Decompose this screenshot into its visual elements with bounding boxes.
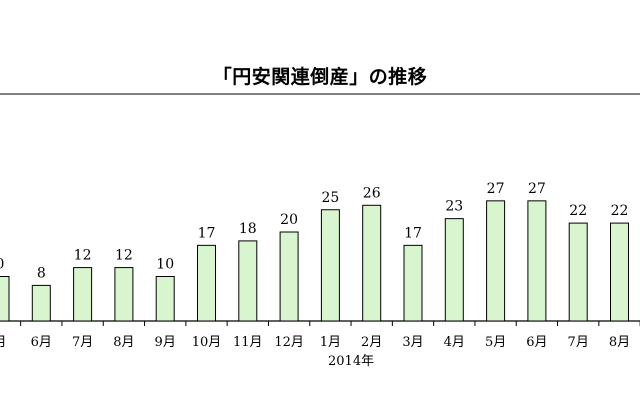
value-label: 27 xyxy=(487,181,505,197)
value-label: 0 xyxy=(0,257,4,273)
category-label: 10月 xyxy=(192,335,222,350)
bar xyxy=(362,204,382,322)
value-label: 12 xyxy=(74,248,92,264)
chart-title: 「円安関連倒産」の推移 xyxy=(212,66,428,88)
bars-layer xyxy=(0,200,629,322)
value-label: 25 xyxy=(321,190,339,206)
category-label: 2月 xyxy=(361,335,382,350)
bar xyxy=(155,276,175,322)
ticks-layer xyxy=(20,321,640,326)
category-label: 6月 xyxy=(526,335,547,350)
category-label: 11月 xyxy=(233,335,263,350)
category-label: 6月 xyxy=(31,335,52,350)
bar xyxy=(568,222,588,322)
bar xyxy=(73,267,93,322)
category-label: 8月 xyxy=(113,335,134,350)
category-label: 12月 xyxy=(274,335,304,350)
bar xyxy=(238,240,258,322)
labels-layer: 0 月 8 6月 12 7月 12 8月 10 9月 17 10月 18 11月 20 12月 25 1月 26 2月… xyxy=(0,181,630,369)
value-label: 27 xyxy=(528,181,546,197)
category-label: 月 xyxy=(0,335,7,350)
value-label: 18 xyxy=(239,221,257,237)
bar xyxy=(403,244,423,322)
value-label: 23 xyxy=(445,199,463,215)
bar xyxy=(610,222,629,322)
category-label: 1月 xyxy=(320,335,341,350)
bar xyxy=(114,267,134,322)
category-label: 7月 xyxy=(72,335,93,350)
category-label: 7月 xyxy=(568,335,589,350)
bar xyxy=(31,284,51,322)
year-label: 2014年 xyxy=(328,354,374,369)
value-label: 26 xyxy=(363,185,381,201)
bar xyxy=(320,209,340,322)
value-label: 22 xyxy=(611,203,629,219)
bar xyxy=(279,231,299,322)
bar xyxy=(0,276,10,322)
bar xyxy=(527,200,547,322)
category-label: 5月 xyxy=(485,335,506,350)
value-label: 12 xyxy=(115,248,133,264)
bar xyxy=(486,200,506,322)
value-label: 10 xyxy=(156,257,174,273)
value-label: 8 xyxy=(37,265,46,281)
category-label: 4月 xyxy=(444,335,465,350)
value-label: 17 xyxy=(404,225,422,241)
value-label: 22 xyxy=(569,203,587,219)
bar xyxy=(444,218,464,322)
bar xyxy=(197,244,216,322)
category-label: 9月 xyxy=(155,335,176,350)
category-label: 8月 xyxy=(609,335,630,350)
value-label: 20 xyxy=(280,212,298,228)
value-label: 17 xyxy=(198,225,216,241)
category-label: 3月 xyxy=(402,335,423,350)
